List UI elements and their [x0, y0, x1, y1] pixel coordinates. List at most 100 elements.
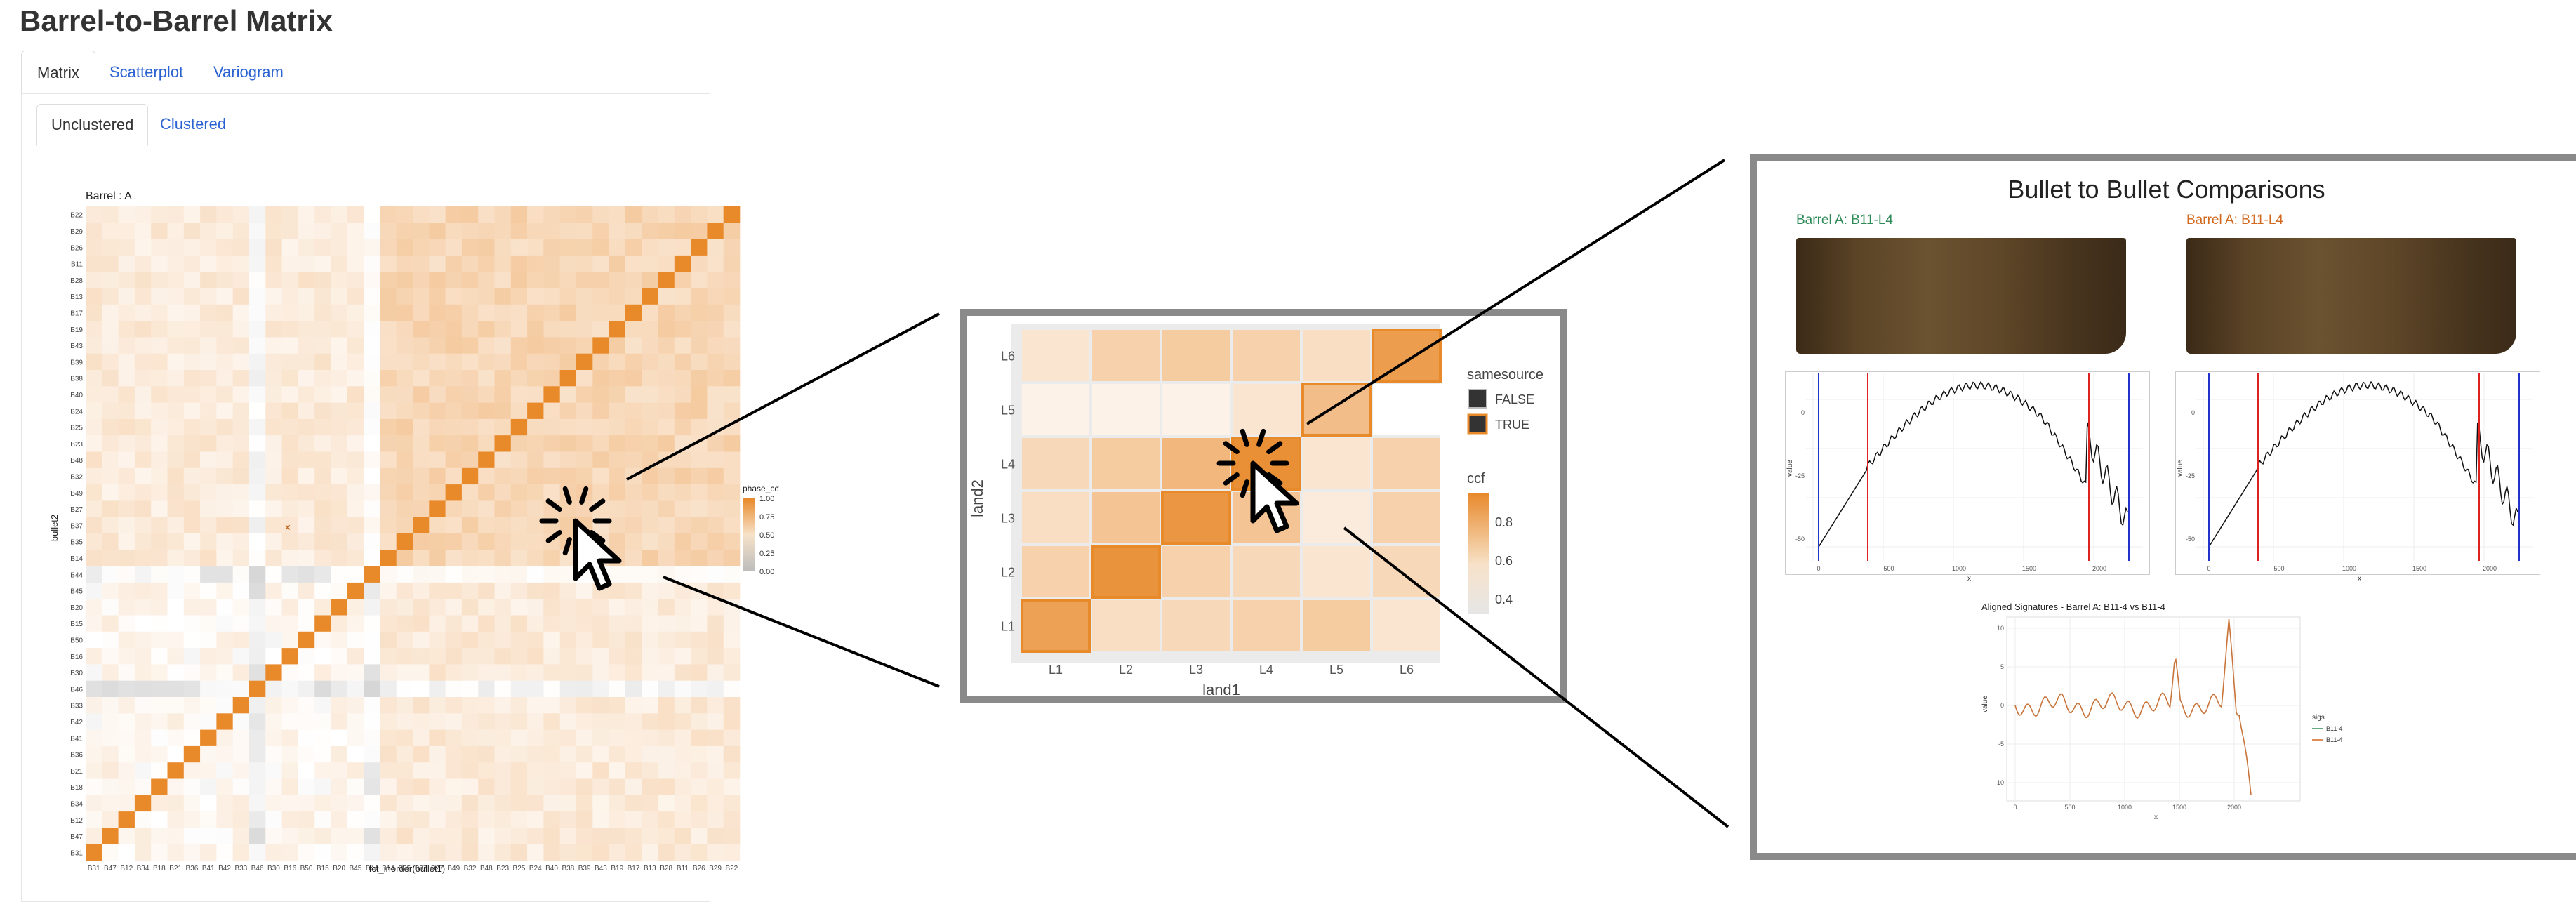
matrix-cell[interactable] [183, 550, 201, 566]
matrix-cell[interactable] [380, 566, 397, 583]
matrix-cell[interactable] [510, 517, 528, 534]
matrix-cell[interactable] [609, 500, 626, 517]
matrix-cell[interactable] [576, 353, 593, 371]
matrix-cell[interactable] [445, 467, 463, 485]
matrix-cell[interactable] [510, 337, 528, 354]
matrix-cell[interactable] [183, 648, 201, 665]
matrix-cell[interactable] [200, 418, 217, 436]
matrix-cell[interactable] [167, 745, 185, 763]
matrix-cell[interactable] [314, 713, 331, 730]
matrix-cell[interactable] [592, 304, 609, 321]
matrix-cell[interactable] [642, 762, 658, 779]
matrix-cell[interactable] [281, 272, 299, 288]
matrix-cell[interactable] [461, 566, 479, 583]
matrix-cell[interactable] [118, 206, 135, 223]
matrix-cell[interactable] [216, 402, 233, 420]
matrix-cell[interactable] [151, 729, 168, 747]
matrix-cell[interactable] [364, 304, 380, 321]
matrix-cell[interactable] [183, 272, 201, 288]
matrix-cell[interactable] [642, 664, 658, 681]
matrix-cell[interactable] [723, 402, 741, 420]
matrix-cell[interactable] [134, 729, 152, 747]
inset-cell[interactable] [1092, 600, 1160, 651]
matrix-cell[interactable] [609, 304, 626, 321]
matrix-cell[interactable] [281, 288, 299, 305]
matrix-cell[interactable] [331, 811, 348, 828]
matrix-cell[interactable] [429, 844, 446, 861]
matrix-cell[interactable] [380, 304, 397, 321]
matrix-cell[interactable] [559, 467, 577, 485]
matrix-cell[interactable] [347, 255, 364, 272]
matrix-cell[interactable] [658, 321, 675, 338]
matrix-cell[interactable] [314, 500, 331, 517]
matrix-cell[interactable] [527, 533, 544, 550]
matrix-cell[interactable] [118, 402, 135, 420]
matrix-cell[interactable] [151, 239, 168, 256]
matrix-cell[interactable] [331, 664, 348, 681]
matrix-cell[interactable] [576, 337, 593, 354]
matrix-cell[interactable] [183, 729, 201, 747]
matrix-cell[interactable] [151, 304, 168, 321]
matrix-cell[interactable] [510, 697, 528, 714]
matrix-cell[interactable] [461, 680, 479, 698]
matrix-cell[interactable] [576, 745, 593, 763]
matrix-cell[interactable] [559, 811, 577, 828]
matrix-cell[interactable] [249, 550, 266, 566]
matrix-cell[interactable] [200, 255, 217, 272]
matrix-cell[interactable] [232, 255, 250, 272]
matrix-cell[interactable] [510, 599, 528, 616]
matrix-cell[interactable] [429, 680, 446, 698]
matrix-cell[interactable] [134, 272, 152, 288]
matrix-cell[interactable] [86, 533, 102, 550]
matrix-cell[interactable] [151, 223, 168, 239]
matrix-cell[interactable] [429, 582, 446, 599]
matrix-cell[interactable] [559, 713, 577, 730]
matrix-cell[interactable] [298, 795, 315, 812]
matrix-cell[interactable] [413, 648, 430, 665]
matrix-cell[interactable] [151, 533, 168, 550]
matrix-cell[interactable] [592, 288, 609, 305]
matrix-cell[interactable] [167, 223, 185, 239]
matrix-cell[interactable] [527, 599, 544, 616]
matrix-cell[interactable] [658, 353, 675, 371]
matrix-cell[interactable] [265, 337, 282, 354]
matrix-cell[interactable] [232, 615, 250, 632]
matrix-cell[interactable] [200, 370, 217, 387]
matrix-cell[interactable] [527, 386, 544, 403]
matrix-cell[interactable] [298, 550, 315, 566]
matrix-cell[interactable] [380, 239, 397, 256]
matrix-cell[interactable] [380, 206, 397, 223]
matrix-cell[interactable] [445, 517, 463, 534]
matrix-cell[interactable] [609, 223, 626, 239]
matrix-cell[interactable] [281, 239, 299, 256]
matrix-cell[interactable] [625, 811, 642, 828]
matrix-cell[interactable] [102, 484, 119, 501]
matrix-cell[interactable] [478, 255, 495, 272]
matrix-cell[interactable] [151, 386, 168, 403]
matrix-cell[interactable] [347, 386, 364, 403]
matrix-cell[interactable] [151, 337, 168, 354]
matrix-cell[interactable] [642, 713, 658, 730]
matrix-cell[interactable] [592, 648, 609, 665]
matrix-cell[interactable] [461, 599, 479, 616]
matrix-cell[interactable] [527, 484, 544, 501]
matrix-cell[interactable] [331, 451, 348, 469]
matrix-cell[interactable] [707, 697, 724, 714]
matrix-cell[interactable] [625, 418, 642, 436]
matrix-cell[interactable] [478, 615, 495, 632]
matrix-cell[interactable] [576, 272, 593, 288]
inset-cell[interactable] [1022, 438, 1089, 489]
matrix-cell[interactable] [281, 321, 299, 338]
inset-cell[interactable] [1162, 438, 1230, 489]
inset-cell[interactable] [1092, 492, 1160, 543]
matrix-cell[interactable] [396, 599, 413, 616]
matrix-cell[interactable] [478, 370, 495, 387]
matrix-cell[interactable] [510, 500, 528, 517]
matrix-cell[interactable] [167, 566, 185, 583]
matrix-cell[interactable] [723, 239, 741, 256]
matrix-cell[interactable] [413, 451, 430, 469]
matrix-cell[interactable] [86, 206, 102, 223]
matrix-cell[interactable] [543, 353, 560, 371]
matrix-cell[interactable] [674, 255, 691, 272]
matrix-cell[interactable] [216, 533, 233, 550]
